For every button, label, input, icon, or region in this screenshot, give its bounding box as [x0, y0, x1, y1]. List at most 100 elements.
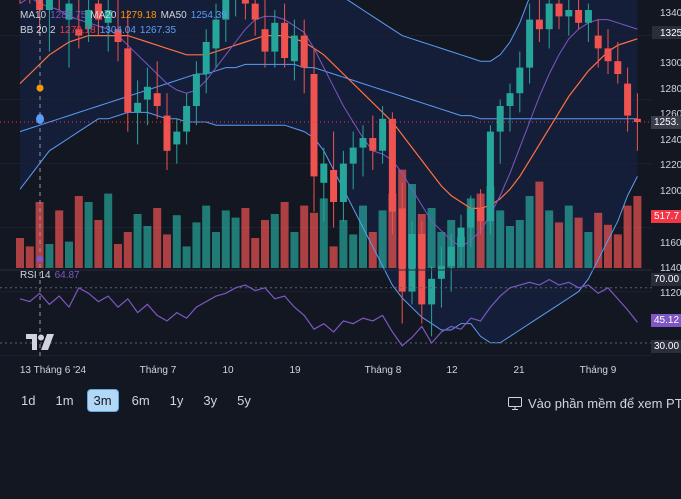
candle-body[interactable] [241, 0, 249, 4]
candle-body[interactable] [614, 61, 622, 74]
volume-bar [270, 214, 279, 268]
candle-body[interactable] [222, 0, 230, 20]
candle-body[interactable] [261, 29, 269, 52]
time-tick-label: 13 Tháng 6 '24 [20, 365, 87, 376]
candle-body[interactable] [349, 147, 357, 164]
candle-body[interactable] [310, 74, 318, 177]
volume-bar [84, 202, 93, 268]
volume-bar [535, 181, 544, 268]
rsi-line [19, 278, 638, 347]
candle-body[interactable] [496, 106, 504, 132]
ma-legend: MA10 1285.75 MA20 1279.18 MA50 1254.39 [20, 10, 227, 21]
candle-body[interactable] [134, 102, 142, 113]
time-tick-label: Tháng 8 [365, 365, 402, 376]
candle-body[interactable] [633, 118, 641, 122]
timeframe-3m-button[interactable]: 3m [86, 389, 119, 412]
ma50-value: 1254.39 [190, 10, 227, 21]
candle-body[interactable] [369, 138, 377, 151]
timeframe-1m-button[interactable]: 1m [55, 393, 74, 408]
candle-body[interactable] [388, 118, 396, 212]
candle-body[interactable] [330, 170, 338, 202]
time-axis[interactable]: 13 Tháng 6 '24 Tháng 7 10 19 Tháng 8 12 21 Thán… [20, 365, 617, 376]
timeframe-1y-button[interactable]: 1y [169, 393, 184, 408]
candle-body[interactable] [36, 0, 44, 10]
open-app-link[interactable]: Vào phần mềm để xem PTH [508, 396, 681, 411]
candle-body[interactable] [526, 19, 534, 68]
price-tick-label: 1120 [660, 288, 681, 299]
candle-body[interactable] [575, 10, 583, 23]
candle-body[interactable] [408, 234, 416, 292]
timeframe-5y-button[interactable]: 5y [237, 393, 251, 408]
candle-body[interactable] [467, 208, 475, 228]
candle-body[interactable] [379, 118, 387, 151]
crosshair-price-label: 1325 [660, 28, 681, 39]
bb-legend: BB 20 2 1279.18 1304.04 1267.35 [20, 25, 176, 36]
candle-body[interactable] [535, 19, 543, 30]
bb-lower-value: 1267.35 [139, 25, 177, 36]
candle-body[interactable] [85, 10, 93, 30]
candle-body[interactable] [594, 35, 602, 49]
candle-body[interactable] [202, 42, 210, 74]
price-tick-label: 1240 [660, 135, 681, 146]
time-tick-label: 12 [446, 365, 458, 376]
volume-bar [525, 196, 534, 268]
candle-body[interactable] [477, 208, 485, 222]
ma50-line [19, 63, 638, 133]
candle-body[interactable] [173, 131, 181, 145]
candle-body[interactable] [114, 29, 122, 42]
candle-body[interactable] [624, 83, 632, 116]
candle-body[interactable] [45, 0, 53, 10]
rsi-pane [0, 269, 652, 347]
candle-body[interactable] [75, 29, 83, 36]
chart-canvas[interactable]: 1340132513001280126012401220120011801160… [0, 0, 681, 380]
candle-body[interactable] [339, 163, 347, 202]
candle-body[interactable] [428, 278, 436, 305]
volume-bar [143, 226, 152, 268]
timeframe-1d-button[interactable]: 1d [21, 393, 36, 408]
candle-body[interactable] [565, 10, 573, 17]
candle-body[interactable] [153, 93, 161, 106]
timeframe-6m-button[interactable]: 6m [131, 393, 150, 408]
candle-body[interactable] [486, 131, 494, 222]
volume-bar [202, 205, 211, 268]
candle-body[interactable] [104, 10, 112, 23]
candle-body[interactable] [584, 10, 592, 23]
rsi-label: RSI 14 [20, 270, 51, 281]
crosshair-price-badge [652, 26, 681, 39]
candle-body[interactable] [437, 266, 445, 279]
timeframe-3y-button[interactable]: 3y [203, 393, 218, 408]
candle-body[interactable] [183, 106, 191, 132]
candle-body[interactable] [212, 19, 220, 49]
candle-body[interactable] [555, 3, 563, 17]
volume-bar [368, 232, 377, 268]
candle-body[interactable] [398, 208, 406, 292]
volume-bar [163, 234, 171, 268]
candle-body[interactable] [163, 115, 171, 151]
candle-body[interactable] [271, 22, 279, 52]
bb-upper-value: 1304.04 [99, 25, 136, 36]
tradingview-logo-icon[interactable] [26, 334, 54, 350]
volume-bar [564, 205, 573, 268]
candle-body[interactable] [359, 138, 367, 148]
candle-body[interactable] [516, 67, 524, 94]
candle-body[interactable] [418, 234, 426, 305]
candle-body[interactable] [143, 86, 151, 100]
candle-body[interactable] [281, 22, 289, 58]
bb-basis-value: 1279.18 [59, 25, 96, 36]
candle-body[interactable] [506, 93, 514, 106]
candle-body[interactable] [545, 3, 553, 30]
candle-body[interactable] [94, 3, 102, 20]
volume-bar [251, 238, 260, 268]
candle-body[interactable] [300, 35, 308, 68]
candle-body[interactable] [124, 48, 132, 113]
candle-body[interactable] [251, 3, 259, 20]
candlesticks[interactable] [17, 0, 641, 337]
candle-body[interactable] [65, 3, 73, 20]
volume-bar [378, 210, 387, 268]
candle-body[interactable] [447, 246, 455, 266]
candle-body[interactable] [457, 227, 465, 247]
candle-body[interactable] [604, 48, 612, 62]
candle-body[interactable] [290, 35, 298, 62]
candle-body[interactable] [320, 163, 328, 183]
candle-body[interactable] [192, 74, 200, 106]
